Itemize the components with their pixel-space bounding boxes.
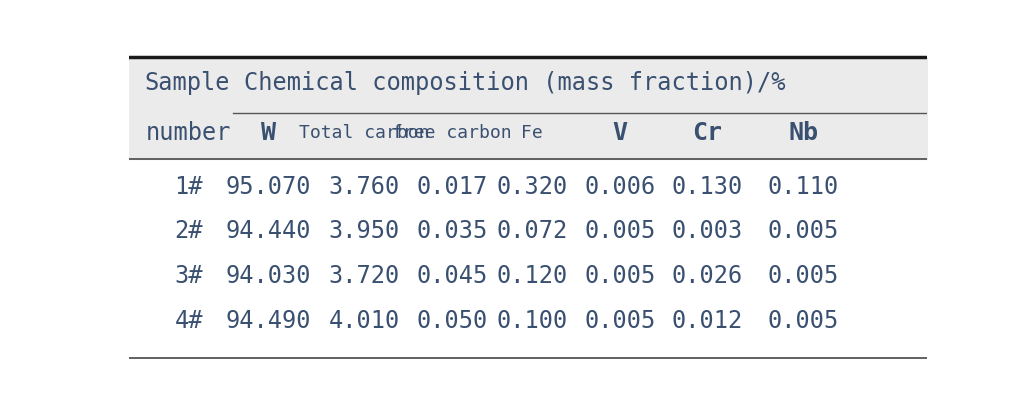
Text: 0.035: 0.035	[416, 219, 487, 243]
Text: W: W	[261, 121, 276, 145]
Text: 0.120: 0.120	[496, 263, 568, 288]
Text: Nb: Nb	[788, 121, 818, 145]
Text: 0.130: 0.130	[672, 175, 743, 199]
Text: 0.003: 0.003	[672, 219, 743, 243]
Text: 0.100: 0.100	[496, 309, 568, 333]
Text: 0.005: 0.005	[767, 309, 838, 333]
Text: 94.440: 94.440	[226, 219, 311, 243]
Text: 0.072: 0.072	[496, 219, 568, 243]
Text: Sample: Sample	[144, 71, 231, 95]
Text: 0.005: 0.005	[584, 309, 655, 333]
Text: 1#: 1#	[174, 175, 203, 199]
Text: 3#: 3#	[174, 263, 203, 288]
Text: 0.026: 0.026	[672, 263, 743, 288]
Text: Fe: Fe	[521, 124, 543, 142]
Text: 4.010: 4.010	[329, 309, 400, 333]
Text: 0.005: 0.005	[584, 219, 655, 243]
Text: V: V	[612, 121, 627, 145]
Text: 3.720: 3.720	[329, 263, 400, 288]
Text: 0.012: 0.012	[672, 309, 743, 333]
Text: 0.006: 0.006	[584, 175, 655, 199]
Text: 4#: 4#	[174, 309, 203, 333]
Text: 0.045: 0.045	[416, 263, 487, 288]
Text: Total carbon: Total carbon	[299, 124, 430, 142]
Text: 3.760: 3.760	[329, 175, 400, 199]
Text: 0.050: 0.050	[416, 309, 487, 333]
Text: Cr: Cr	[692, 121, 722, 145]
Text: 94.490: 94.490	[226, 309, 311, 333]
Text: 0.005: 0.005	[584, 263, 655, 288]
Text: 0.110: 0.110	[767, 175, 838, 199]
Text: number: number	[146, 121, 232, 145]
Text: 0.320: 0.320	[496, 175, 568, 199]
Text: free carbon: free carbon	[392, 124, 512, 142]
Text: 2#: 2#	[174, 219, 203, 243]
Text: 0.017: 0.017	[416, 175, 487, 199]
Text: 95.070: 95.070	[226, 175, 311, 199]
Text: 0.005: 0.005	[767, 263, 838, 288]
Text: Chemical composition (mass fraction)/%: Chemical composition (mass fraction)/%	[244, 71, 786, 95]
Text: 94.030: 94.030	[226, 263, 311, 288]
Text: 3.950: 3.950	[329, 219, 400, 243]
Text: 0.005: 0.005	[767, 219, 838, 243]
